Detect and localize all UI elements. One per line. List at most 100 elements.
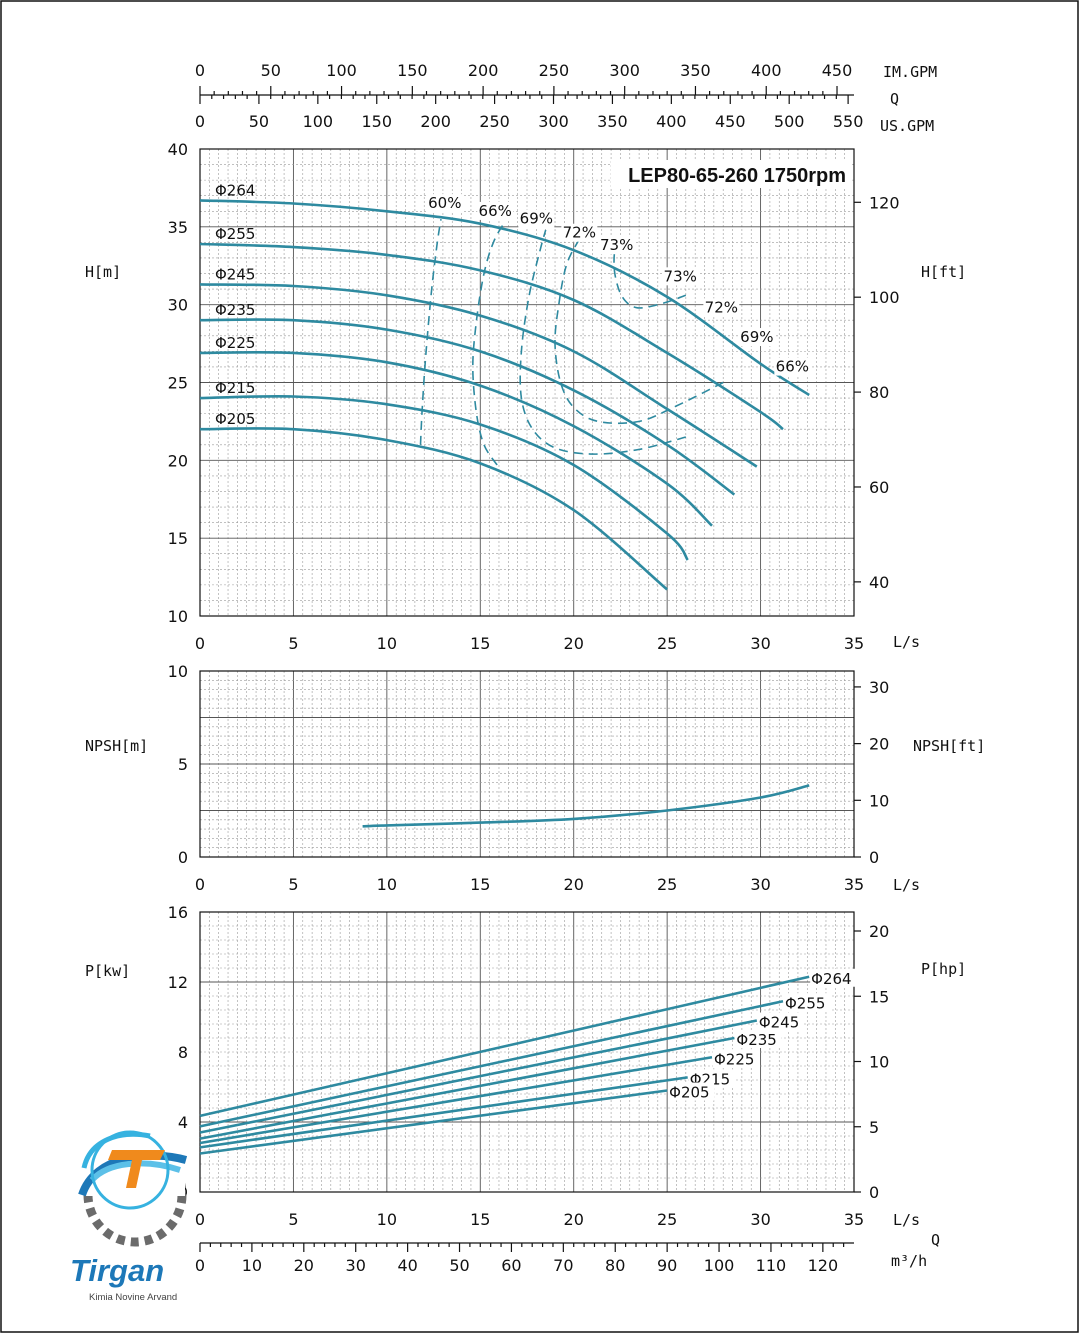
power-curve-label: Φ245: [759, 1014, 799, 1032]
power-curve-Φ205: [199, 1089, 668, 1155]
power-y-tick: 8: [178, 1043, 188, 1062]
head-curve-Φ215: [199, 394, 689, 561]
head-y-tick: 20: [168, 451, 188, 470]
us-gpm-tick: 150: [361, 112, 392, 131]
us-gpm-tick: 200: [420, 112, 451, 131]
head-y-tick: 25: [168, 374, 188, 393]
power-curve-Φ225: [199, 1055, 713, 1145]
efficiency-label-bg: [477, 201, 514, 220]
ls-label-power: L/s: [893, 1211, 920, 1229]
head-curve-Φ235: [199, 318, 736, 496]
head-x-tick: 0: [195, 634, 205, 653]
im-gpm-tick: 450: [822, 61, 853, 80]
m3h-tick: 80: [605, 1256, 625, 1275]
curves: [199, 199, 810, 1155]
ls-label-npsh: L/s: [893, 876, 920, 894]
im-gpm-tick: 250: [539, 61, 570, 80]
m3h-label: m³/h: [891, 1252, 927, 1270]
efficiency-curve-72%: [554, 234, 724, 425]
us-gpm-tick: 500: [774, 112, 805, 131]
head-y-tick: 10: [168, 607, 188, 626]
head-curve-label: Φ245: [215, 265, 255, 283]
power-curve-label: Φ205: [669, 1084, 709, 1102]
efficiency-label: 69%: [740, 328, 773, 346]
head-curve-Φ245: [199, 283, 758, 468]
head-x-tick: 15: [470, 634, 490, 653]
npsh-x-tick: 0: [195, 875, 205, 894]
power-x-tick: 15: [470, 1210, 490, 1229]
power-x-tick: 30: [750, 1210, 770, 1229]
npsh-ft-label: NPSH[ft]: [913, 737, 985, 755]
chart-title: LEP80-65-260 1750rpm: [628, 165, 846, 187]
efficiency-curve-73%: [613, 241, 687, 309]
logo-tagline: Kimia Novine Arvand: [89, 1292, 177, 1303]
logo-name: Tirgan: [70, 1253, 164, 1288]
us-gpm-tick: 300: [538, 112, 569, 131]
im-gpm-label: IM.GPM: [883, 63, 937, 81]
power-hp-tick: 20: [869, 922, 889, 941]
m3h-tick: 70: [553, 1256, 573, 1275]
power-y-tick: 16: [168, 903, 188, 922]
head-x-tick: 25: [657, 634, 677, 653]
power-curve-label: Φ235: [736, 1031, 776, 1049]
im-gpm-tick: 200: [468, 61, 499, 80]
efficiency-label-bg: [774, 357, 811, 376]
head-ft-tick: 40: [869, 573, 889, 592]
tirgan-logo: Tirgan Kimia Novine Arvand: [70, 1130, 188, 1303]
head-ft-tick: 120: [869, 193, 900, 212]
efficiency-label-bg: [561, 223, 598, 242]
efficiency-label: 66%: [776, 358, 809, 376]
power-hp-tick: 15: [869, 987, 889, 1006]
npsh-curve: [362, 784, 810, 828]
power-label-bg: [810, 968, 857, 987]
us-gpm-tick: 550: [833, 112, 864, 131]
us-gpm-tick: 100: [303, 112, 334, 131]
power-x-tick: 5: [288, 1210, 298, 1229]
power-x-tick: 0: [195, 1210, 205, 1229]
us-gpm-tick: 0: [195, 112, 205, 131]
im-gpm-tick: 350: [680, 61, 711, 80]
power-x-tick: 20: [564, 1210, 584, 1229]
efficiency-label-bg: [598, 236, 635, 255]
npsh-x-tick: 5: [288, 875, 298, 894]
npsh-plot-frame: [199, 670, 855, 858]
h-ft-label: H[ft]: [921, 263, 966, 281]
m3h-tick: 90: [657, 1256, 677, 1275]
head-x-tick: 20: [564, 634, 584, 653]
power-hp-tick: 10: [869, 1053, 889, 1072]
im-gpm-tick: 400: [751, 61, 782, 80]
bottom-q-label: Q: [931, 1231, 940, 1249]
head-curve-label: Φ215: [215, 379, 255, 397]
m3h-tick: 0: [195, 1256, 205, 1275]
npsh-x-tick: 20: [564, 875, 584, 894]
m3h-tick: 100: [704, 1256, 735, 1275]
power-label-bg: [712, 1049, 759, 1068]
power-curve-label: Φ264: [811, 970, 851, 988]
head-plot-frame: [199, 148, 855, 617]
logo-ring-icon: [90, 1130, 170, 1210]
head-curve-Φ264: [199, 199, 810, 397]
head-ft-tick: 60: [869, 478, 889, 497]
efficiency-label: 69%: [520, 210, 553, 228]
m3h-tick: 50: [449, 1256, 469, 1275]
axes: 0005551010101515152020202525253030303535…: [168, 61, 900, 1275]
p-kw-label: P[kw]: [85, 962, 130, 980]
npsh-ft-tick: 10: [869, 791, 889, 810]
head-y-tick: 30: [168, 296, 188, 315]
head-curve-label: Φ264: [215, 181, 255, 199]
power-label-bg: [668, 1082, 715, 1101]
power-y-tick: 12: [168, 973, 188, 992]
power-curve-Φ264: [199, 975, 810, 1118]
power-label-bg: [783, 993, 830, 1012]
head-curve-label: Φ255: [215, 225, 255, 243]
us-gpm-tick: 400: [656, 112, 687, 131]
efficiency-label: 72%: [705, 298, 738, 316]
head-curve-Φ205: [199, 427, 668, 591]
efficiency-curve-66%: [471, 221, 506, 466]
efficiency-label: 66%: [479, 202, 512, 220]
p-hp-label: P[hp]: [921, 960, 966, 978]
npsh-x-tick: 10: [377, 875, 397, 894]
head-x-tick: 35: [844, 634, 864, 653]
im-gpm-tick: 100: [326, 61, 357, 80]
npsh-m-label: NPSH[m]: [85, 737, 148, 755]
